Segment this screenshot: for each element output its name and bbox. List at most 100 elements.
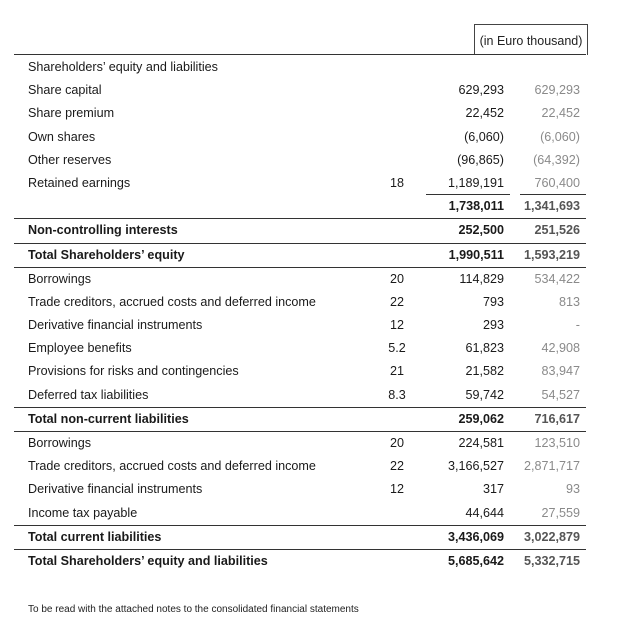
row-current-value: 252,500	[458, 223, 504, 238]
row-label: Non-controlling interests	[28, 223, 178, 238]
table-row: Derivative financial instruments 12 317 93	[14, 478, 586, 501]
row-label: Trade creditors, accrued costs and defer…	[28, 459, 316, 474]
row-note: 20	[389, 271, 404, 286]
table-row: Own shares (6,060) (6,060)	[14, 126, 586, 149]
row-current-value: 114,829	[459, 271, 504, 286]
row-label: Total non-current liabilities	[28, 411, 189, 426]
row-previous-value: 716,617	[534, 411, 580, 426]
row-previous-value: 534,422	[534, 271, 580, 286]
table-row: Derivative financial instruments 12 293 -	[14, 314, 586, 337]
row-previous-value: 1,341,693	[523, 199, 580, 214]
row-current-value: 59,742	[465, 387, 504, 402]
row-current-value: 21,582	[465, 364, 504, 379]
unit-label: (in Euro thousand)	[474, 24, 588, 55]
row-note: 12	[389, 318, 404, 333]
row-label: Own shares	[28, 129, 96, 144]
balance-sheet-table: Shareholders’ equity and liabilities Sha…	[14, 56, 586, 573]
row-note: 22	[389, 294, 404, 309]
row-previous-value: -	[575, 318, 580, 333]
table-row: Employee benefits 5.2 61,823 42,908	[14, 337, 586, 360]
row-previous-value: 251,526	[534, 223, 580, 238]
table-row: Total Shareholders’ equity and liabiliti…	[14, 548, 586, 573]
table-row: Trade creditors, accrued costs and defer…	[14, 455, 586, 478]
row-current-value: 22,452	[465, 106, 504, 121]
table-row: Retained earnings 18 1,189,191 760,400	[14, 172, 586, 196]
table-row: Borrowings 20 114,829 534,422	[14, 266, 586, 291]
row-previous-value: 760,400	[534, 175, 580, 190]
row-current-value: 293	[482, 318, 504, 333]
row-note: 5.2	[388, 341, 406, 356]
row-previous-value: (6,060)	[540, 129, 580, 144]
row-current-value: 44,644	[465, 505, 504, 520]
row-label: Share capital	[28, 83, 102, 98]
row-previous-value: 2,871,717	[523, 459, 580, 474]
row-current-value: 1,738,011	[448, 199, 504, 214]
table-row: Trade creditors, accrued costs and defer…	[14, 291, 586, 314]
row-label: Total Shareholders’ equity and liabiliti…	[28, 553, 268, 568]
row-current-value: 3,436,069	[447, 529, 504, 544]
row-current-value: 3,166,527	[447, 459, 504, 474]
table-row: Share capital 629,293 629,293	[14, 79, 586, 102]
row-current-value: 61,823	[465, 341, 504, 356]
row-previous-value: 3,022,879	[523, 529, 580, 544]
row-note: 12	[389, 482, 404, 497]
row-previous-value: 1,593,219	[523, 247, 580, 262]
row-current-value: 5,685,642	[447, 553, 504, 568]
row-label: Borrowings	[28, 271, 91, 286]
row-current-value: 793	[482, 294, 504, 309]
row-label: Share premium	[28, 106, 115, 121]
table-row: Non-controlling interests 252,500 251,526	[14, 218, 586, 242]
row-previous-value: 5,332,715	[523, 553, 580, 568]
row-label: Other reserves	[28, 152, 112, 167]
row-label: Income tax payable	[28, 505, 138, 520]
row-current-value: 224,581	[458, 436, 504, 450]
row-current-value: 259,062	[458, 411, 504, 426]
subtotal-rule-previous	[520, 194, 586, 196]
row-previous-value: (64,392)	[533, 152, 580, 167]
row-previous-value: 42,908	[541, 341, 580, 356]
row-note: 20	[389, 436, 404, 450]
table-row: Total current liabilities 3,436,069 3,022,…	[14, 524, 586, 549]
table-top-rule	[14, 54, 586, 55]
row-label: Deferred tax liabilities	[28, 387, 149, 402]
row-label: Provisions for risks and contingencies	[28, 364, 239, 379]
row-current-value: (6,060)	[464, 129, 504, 144]
table-row: Provisions for risks and contingencies 21…	[14, 360, 586, 383]
row-previous-value: 83,947	[541, 364, 580, 379]
table-row: Income tax payable 44,644 27,559	[14, 502, 586, 525]
row-previous-value: 54,527	[541, 387, 580, 402]
table-row: Shareholders’ equity and liabilities	[14, 56, 586, 79]
row-label: Borrowings	[28, 436, 91, 450]
row-previous-value: 813	[558, 294, 580, 309]
row-previous-value: 123,510	[534, 436, 580, 450]
subtotal-rule-current	[426, 194, 510, 196]
table-row: Deferred tax liabilities 8.3 59,742 54,527	[14, 384, 586, 407]
row-label: Shareholders’ equity and liabilities	[28, 60, 218, 74]
row-note: 22	[389, 459, 404, 474]
row-previous-value: 27,559	[541, 505, 580, 520]
row-previous-value: 629,293	[534, 83, 580, 98]
row-label: Retained earnings	[28, 175, 131, 190]
row-note: 18	[389, 175, 404, 190]
row-label: Trade creditors, accrued costs and defer…	[28, 294, 316, 309]
table-row: Other reserves (96,865) (64,392)	[14, 149, 586, 172]
row-current-value: 1,189,191	[447, 175, 504, 190]
row-label: Derivative financial instruments	[28, 482, 203, 497]
table-row: Share premium 22,452 22,452	[14, 102, 586, 125]
row-current-value: 317	[482, 482, 504, 497]
row-note: 21	[389, 364, 404, 379]
row-label: Total Shareholders’ equity	[28, 247, 185, 262]
row-previous-value: 22,452	[541, 106, 580, 121]
table-row: 1,738,011 1,341,693	[14, 195, 586, 218]
row-previous-value: 93	[565, 482, 580, 497]
row-current-value: 1,990,511	[448, 247, 504, 262]
row-label: Employee benefits	[28, 341, 132, 356]
row-note: 8.3	[388, 387, 406, 402]
footnote: To be read with the attached notes to th…	[28, 604, 359, 615]
row-current-value: 629,293	[458, 83, 504, 98]
cropped-header-text	[34, 0, 610, 6]
row-label: Total current liabilities	[28, 529, 162, 544]
table-row: Borrowings 20 224,581 123,510	[14, 431, 586, 455]
row-label: Derivative financial instruments	[28, 318, 203, 333]
row-current-value: (96,865)	[457, 152, 504, 167]
